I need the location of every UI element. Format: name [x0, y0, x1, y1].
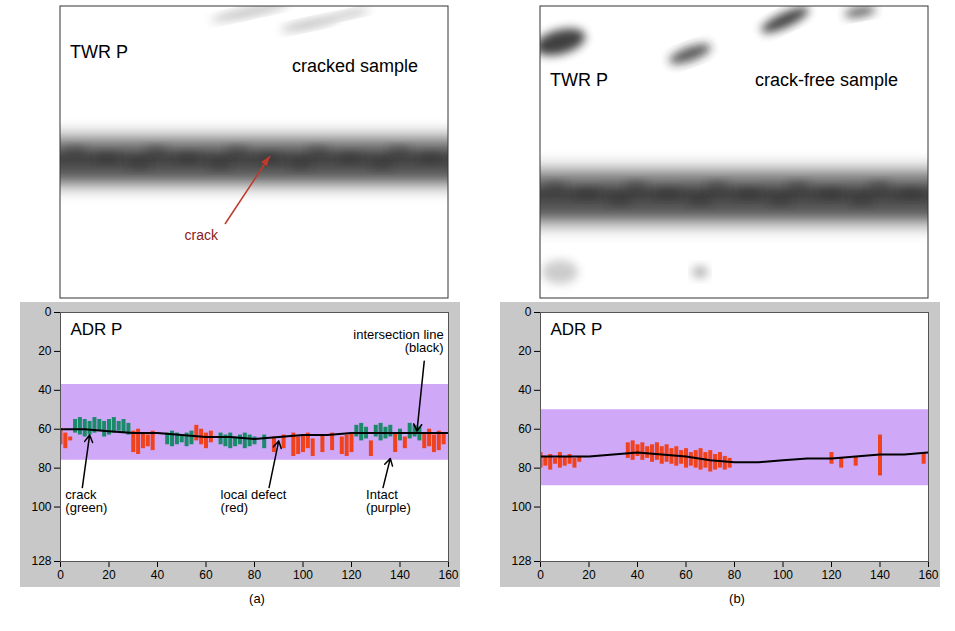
svg-text:40: 40 — [518, 383, 532, 397]
svg-text:120: 120 — [821, 568, 841, 582]
svg-text:140: 140 — [390, 568, 410, 582]
svg-text:20: 20 — [518, 344, 532, 358]
svg-text:100: 100 — [293, 568, 313, 582]
svg-text:60: 60 — [38, 422, 52, 436]
svg-text:local defect(red): local defect(red) — [221, 487, 287, 515]
svg-text:intersection line(black): intersection line(black) — [353, 327, 443, 355]
svg-text:80: 80 — [38, 461, 52, 475]
svg-text:160: 160 — [918, 568, 938, 582]
svg-text:80: 80 — [728, 568, 742, 582]
svg-text:20: 20 — [582, 568, 596, 582]
svg-text:40: 40 — [38, 383, 52, 397]
svg-text:crack: crack — [185, 227, 219, 243]
svg-text:80: 80 — [518, 461, 532, 475]
html-text:(b): (b) — [729, 591, 745, 606]
svg-text:cracked sample: cracked sample — [292, 56, 418, 76]
svg-text:100: 100 — [31, 500, 51, 514]
svg-text:60: 60 — [679, 568, 693, 582]
svg-text:crack(green): crack(green) — [65, 487, 107, 515]
html-text:(a): (a) — [249, 591, 265, 606]
svg-text:20: 20 — [38, 344, 52, 358]
svg-text:TWR P: TWR P — [550, 70, 608, 90]
svg-text:ADR P: ADR P — [71, 320, 123, 339]
svg-text:160: 160 — [438, 568, 458, 582]
svg-text:20: 20 — [102, 568, 116, 582]
svg-text:0: 0 — [537, 568, 544, 582]
svg-text:40: 40 — [151, 568, 165, 582]
svg-text:100: 100 — [511, 500, 531, 514]
svg-text:140: 140 — [870, 568, 890, 582]
svg-text:60: 60 — [199, 568, 213, 582]
svg-text:120: 120 — [341, 568, 361, 582]
svg-text:0: 0 — [57, 568, 64, 582]
svg-text:128: 128 — [511, 554, 531, 568]
svg-text:100: 100 — [773, 568, 793, 582]
svg-text:ADR P: ADR P — [551, 320, 603, 339]
svg-text:40: 40 — [631, 568, 645, 582]
svg-text:60: 60 — [518, 422, 532, 436]
svg-text:TWR P: TWR P — [70, 42, 128, 62]
svg-text:crack-free sample: crack-free sample — [755, 70, 898, 90]
svg-text:0: 0 — [525, 305, 532, 319]
svg-text:0: 0 — [45, 305, 52, 319]
svg-text:Intact(purple): Intact(purple) — [366, 487, 411, 515]
svg-text:80: 80 — [248, 568, 262, 582]
svg-text:128: 128 — [31, 554, 51, 568]
